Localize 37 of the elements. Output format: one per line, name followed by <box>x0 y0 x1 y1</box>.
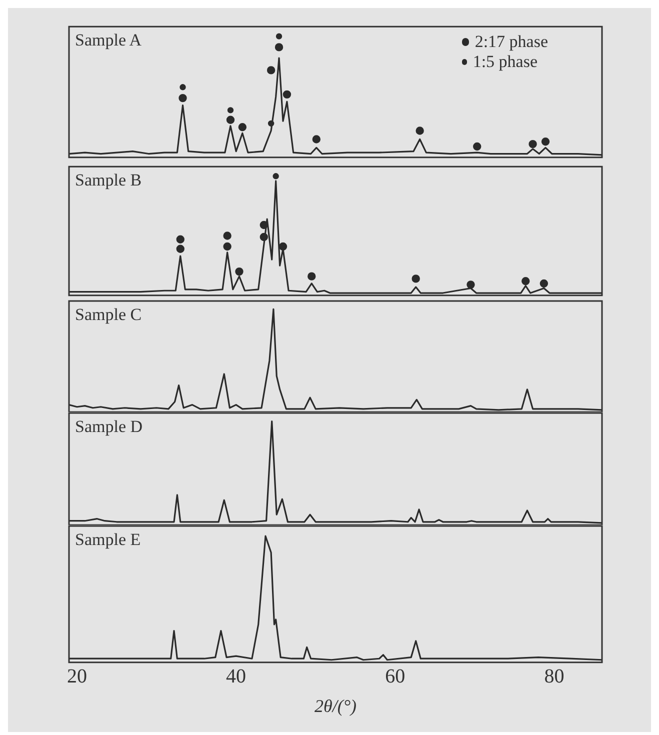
point <box>528 140 537 148</box>
legend-label: 2:17 phase <box>474 32 548 52</box>
x-tick-label: 80 <box>544 666 564 688</box>
chart-title: Sample A <box>75 30 142 50</box>
chart-title: Sample D <box>75 416 143 436</box>
x-tick-label: 40 <box>226 666 246 688</box>
point <box>176 244 184 253</box>
point <box>541 138 550 146</box>
point <box>540 279 548 288</box>
point <box>276 33 282 40</box>
chart-title: Sample E <box>75 530 141 549</box>
point <box>272 173 279 180</box>
chart-title: Sample B <box>75 170 142 190</box>
point <box>466 280 475 289</box>
point <box>178 94 187 102</box>
point <box>266 66 276 74</box>
point <box>223 232 232 240</box>
point <box>235 267 244 276</box>
point <box>416 126 424 135</box>
chart-title: Sample C <box>75 304 142 324</box>
point <box>176 235 184 244</box>
point <box>308 272 316 280</box>
point <box>282 90 292 99</box>
point <box>226 116 235 124</box>
point <box>522 276 530 286</box>
point <box>227 107 234 114</box>
legend-label: 1:5 phase <box>472 52 538 72</box>
point <box>473 142 482 151</box>
point <box>238 123 247 132</box>
point <box>274 43 284 52</box>
x-axis-title: 2θ/(°) <box>314 696 357 716</box>
point <box>412 274 420 283</box>
x-tick-label: 60 <box>385 666 406 688</box>
point <box>180 84 186 90</box>
x-tick-label: 20 <box>66 666 87 688</box>
point <box>223 242 232 251</box>
point <box>312 135 321 144</box>
